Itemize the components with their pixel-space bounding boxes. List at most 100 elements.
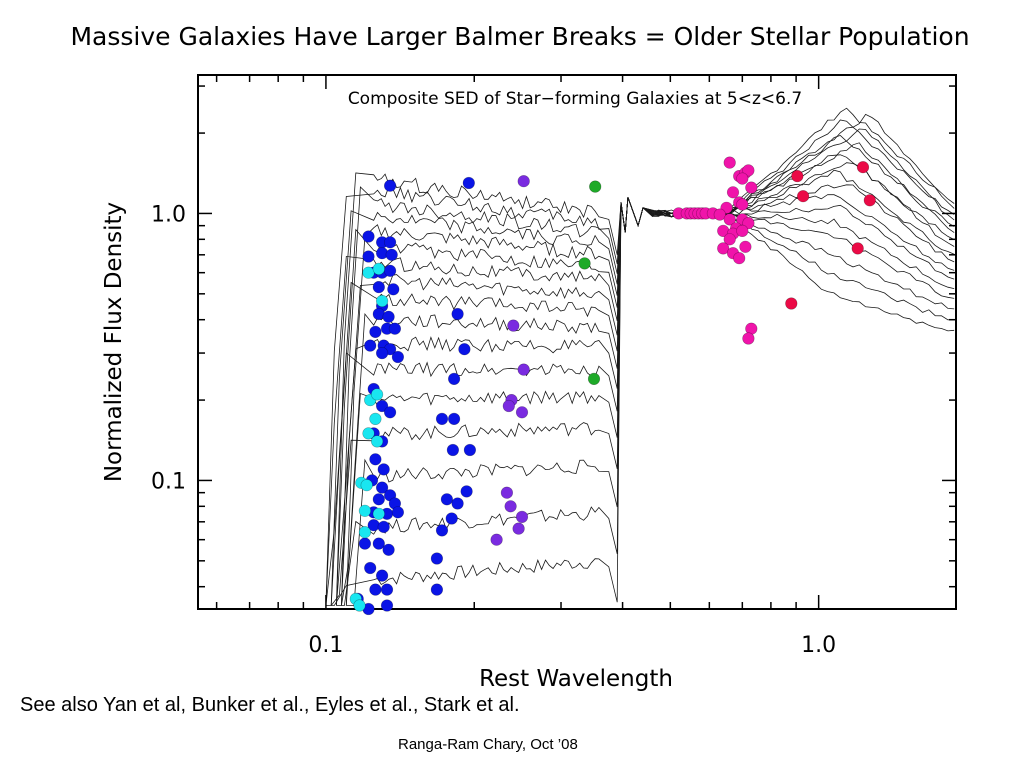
magenta-data-point	[717, 242, 730, 255]
x-axis-label: Rest Wavelength	[479, 666, 673, 692]
blue-data-point	[430, 583, 444, 596]
purple-data-point	[500, 486, 514, 499]
footnote: See also Yan et al, Bunker et al., Eyles…	[20, 694, 520, 716]
model-sed-curve	[325, 194, 955, 606]
blue-data-point	[372, 537, 385, 550]
magenta-data-point	[742, 164, 755, 177]
blue-data-point	[380, 599, 394, 612]
model-sed-curve	[336, 197, 955, 606]
x-tick-label: 0.1	[308, 633, 343, 658]
data-points	[349, 156, 876, 616]
blue-data-point	[387, 283, 400, 296]
magenta-data-point	[736, 224, 749, 237]
blue-data-point	[448, 412, 461, 426]
blue-data-point	[451, 307, 464, 321]
magenta-data-point	[723, 233, 736, 246]
cyan-data-point	[371, 435, 384, 448]
red-data-point	[785, 297, 798, 310]
blue-data-point	[372, 281, 385, 294]
magenta-data-point	[745, 181, 758, 194]
blue-data-point	[385, 248, 398, 261]
cyan-data-point	[362, 266, 375, 279]
model-sed-curve	[336, 172, 955, 606]
magenta-data-point	[723, 213, 736, 226]
model-sed-curve	[336, 154, 955, 606]
model-sed-curve	[341, 134, 955, 606]
green-data-point	[589, 180, 602, 193]
magenta-data-point	[736, 172, 749, 185]
blue-data-point	[391, 506, 405, 519]
y-axis-label: Normalized Flux Density	[101, 202, 127, 482]
model-sed-curve	[325, 107, 955, 606]
blue-data-point	[460, 485, 473, 498]
x-tick-label: 1.0	[801, 633, 836, 658]
blue-data-point	[362, 250, 375, 263]
axis-ticks	[198, 75, 956, 609]
blue-data-point	[430, 552, 444, 565]
cyan-data-point	[360, 479, 373, 492]
plot-frame	[197, 74, 957, 610]
red-data-point	[791, 170, 804, 183]
blue-data-point	[446, 443, 460, 457]
purple-data-point	[507, 319, 520, 332]
blue-data-point	[382, 310, 395, 323]
model-sed-curve	[345, 162, 955, 606]
blue-data-point	[382, 543, 395, 556]
model-sed-curve	[330, 169, 955, 606]
purple-data-point	[517, 175, 530, 188]
cyan-data-point	[372, 507, 385, 520]
blue-data-point	[388, 322, 402, 335]
magenta-data-point	[726, 186, 740, 199]
blue-data-point	[364, 339, 377, 352]
purple-data-point	[517, 363, 530, 376]
red-data-point	[796, 190, 810, 203]
slide-title: Massive Galaxies Have Larger Balmer Brea…	[70, 22, 970, 51]
blue-data-point	[376, 399, 389, 413]
blue-data-point	[369, 583, 382, 596]
magenta-data-point	[733, 252, 746, 265]
purple-data-point	[504, 500, 517, 513]
purple-data-point	[490, 533, 503, 546]
blue-data-point	[391, 350, 405, 364]
blue-data-point	[435, 412, 449, 426]
cyan-data-point	[369, 412, 382, 426]
magenta-data-point	[736, 198, 749, 211]
blue-data-point	[372, 493, 385, 506]
blue-data-point	[435, 524, 449, 537]
model-sed-curve	[345, 197, 955, 606]
cyan-data-point	[358, 526, 372, 539]
cyan-data-point	[358, 504, 372, 517]
purple-data-point	[502, 399, 515, 413]
model-sed-curve	[341, 184, 955, 606]
magenta-data-point	[742, 217, 755, 230]
blue-data-point	[376, 347, 389, 360]
purple-data-point	[515, 510, 529, 524]
model-sed-curve	[330, 197, 955, 606]
blue-data-point	[440, 493, 454, 506]
cyan-data-point	[353, 599, 366, 612]
model-sed-curve	[325, 185, 955, 606]
blue-data-point	[376, 481, 389, 494]
purple-data-point	[515, 406, 529, 419]
blue-data-point	[358, 537, 372, 550]
model-sed-curve	[325, 142, 955, 606]
model-sed-curve	[336, 113, 955, 606]
y-tick-label: 1.0	[151, 202, 186, 227]
cyan-data-point	[371, 388, 384, 401]
cyan-data-point	[372, 262, 385, 276]
y-tick-label: 0.1	[151, 469, 186, 494]
magenta-data-point	[723, 156, 736, 169]
chart-subtitle: Composite SED of Star−forming Galaxies a…	[348, 89, 802, 109]
magenta-data-point	[742, 332, 755, 345]
purple-data-point	[512, 522, 525, 535]
blue-data-point	[377, 520, 390, 534]
red-data-point	[863, 194, 876, 207]
blue-data-point	[369, 453, 382, 466]
blue-data-point	[451, 497, 464, 510]
blue-data-point	[384, 236, 397, 249]
cyan-data-point	[362, 427, 375, 440]
blue-data-point	[380, 583, 394, 596]
model-lines	[325, 107, 955, 606]
blue-data-point	[364, 561, 377, 575]
